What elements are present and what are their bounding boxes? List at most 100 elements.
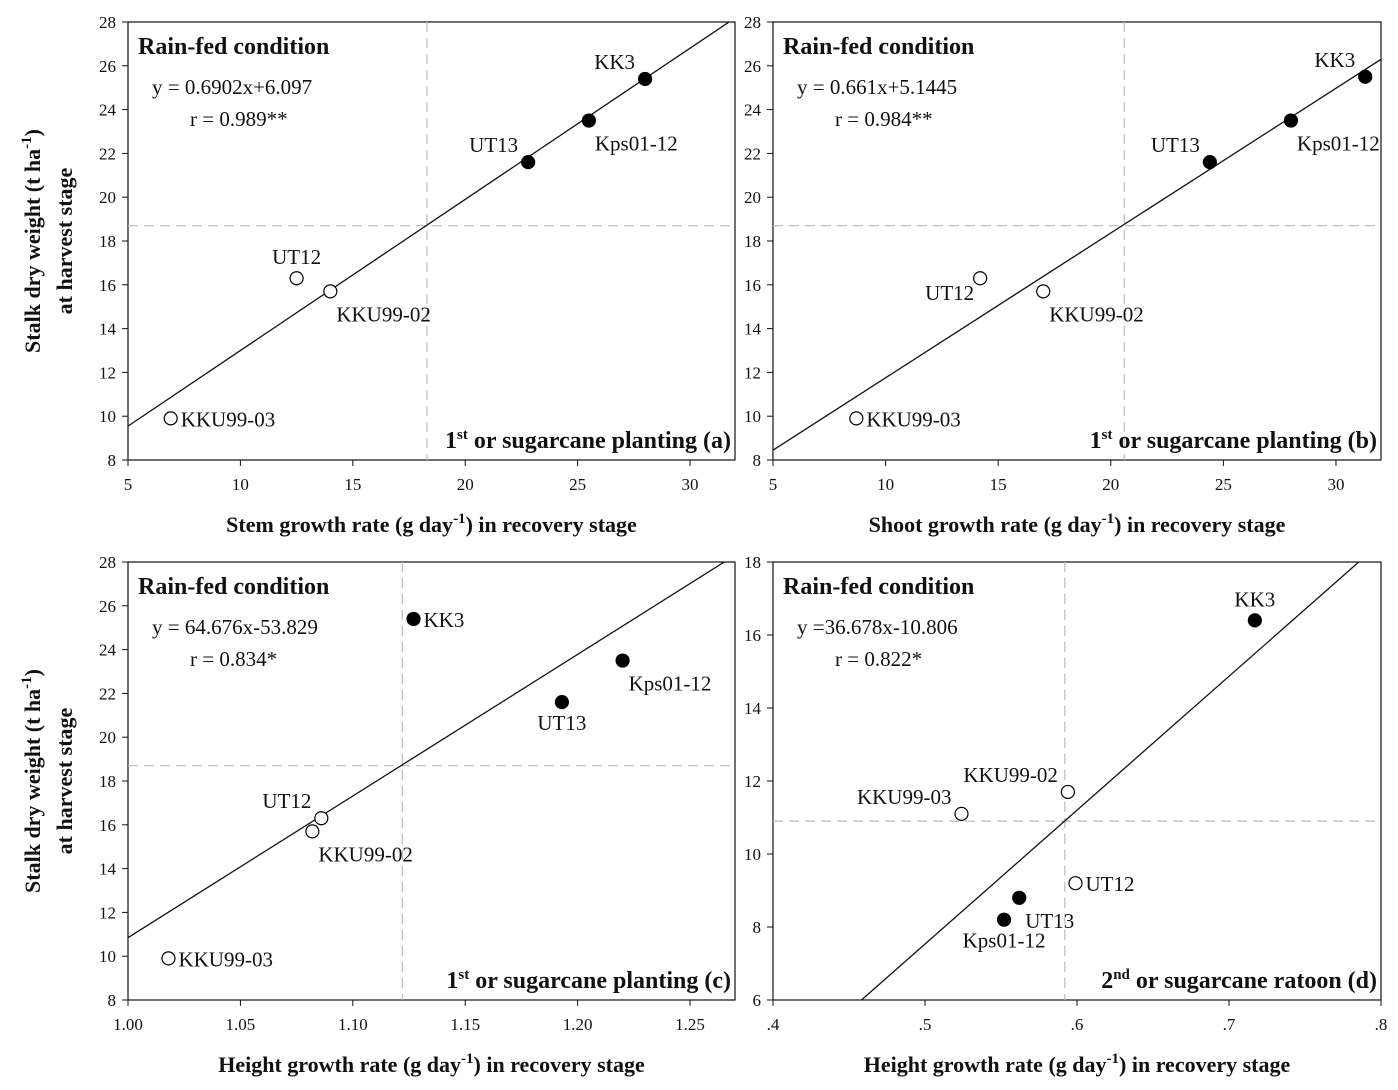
point-label-ut13: UT13 bbox=[1151, 133, 1200, 157]
point-label-kku99-02: KKU99-02 bbox=[318, 842, 413, 866]
y-tick-label: 10 bbox=[99, 947, 116, 966]
point-label-kku99-02: KKU99-02 bbox=[963, 763, 1058, 787]
panel-caption-tail: or sugarcane planting (a) bbox=[468, 428, 731, 454]
y-axis-label-sup: -1 bbox=[19, 676, 35, 689]
data-point-kku99-02 bbox=[1060, 784, 1075, 800]
x-tick-label: 15 bbox=[990, 475, 1007, 494]
data-point-kk3 bbox=[1247, 613, 1262, 628]
y-tick-label: 24 bbox=[744, 101, 762, 120]
y-tick-label: 24 bbox=[99, 101, 117, 120]
data-point-kku99-03 bbox=[954, 806, 969, 821]
panel-d: .4 .5 .6 .7 .8 6 8 10 12 14 16 18 KK3 KKU99-02 KKU99-0… bbox=[744, 553, 1388, 1077]
data-point-kk3 bbox=[637, 71, 653, 87]
point-label-ut13: UT13 bbox=[537, 711, 586, 735]
x-tick-label: 15 bbox=[344, 475, 361, 494]
correlation-value: r = 0.834* bbox=[190, 647, 277, 671]
regression-equation: y = 0.661x+5.1445 bbox=[797, 75, 957, 99]
panel-caption-main: 1 bbox=[445, 428, 457, 454]
data-point-kku99-03 bbox=[849, 411, 864, 426]
x-tick-label: 1.15 bbox=[450, 1015, 480, 1034]
panel-caption: 2nd or sugarcane ratoon (d) bbox=[1101, 967, 1377, 994]
condition-label: Rain-fed condition bbox=[138, 34, 329, 60]
point-label-kk3: KK3 bbox=[594, 50, 635, 74]
point-label-kku99-03: KKU99-03 bbox=[181, 407, 276, 431]
y-axis-label-tail: ) bbox=[20, 129, 45, 136]
data-point-kku99-02 bbox=[323, 284, 338, 299]
point-label-kps01-12: Kps01-12 bbox=[963, 929, 1046, 953]
point-label-kps01-12: Kps01-12 bbox=[1297, 132, 1380, 156]
x-tick-label: 20 bbox=[1102, 475, 1119, 494]
y-tick-label: 10 bbox=[744, 407, 761, 426]
x-axis-label-sup: -1 bbox=[453, 511, 466, 527]
x-tick-label: .6 bbox=[1071, 1015, 1084, 1034]
x-tick-label: 30 bbox=[682, 475, 699, 494]
data-point-ut12 bbox=[973, 271, 988, 286]
panel-caption-tail: or sugarcane ratoon (d) bbox=[1130, 968, 1377, 994]
point-label-kku99-02: KKU99-02 bbox=[336, 302, 431, 326]
y-axis-label: Stalk dry weight (t ha-1) bbox=[19, 129, 45, 353]
y-axis-label-main: Stalk dry weight (t ha bbox=[20, 689, 45, 893]
data-point-kku99-03 bbox=[161, 951, 176, 966]
data-point-ut13 bbox=[554, 695, 569, 710]
data-point-ut12 bbox=[289, 271, 304, 286]
point-label-ut12: UT12 bbox=[272, 245, 321, 269]
x-axis-label: Height growth rate (g day-1) in recovery… bbox=[218, 1051, 645, 1077]
x-axis-label-tail: ) in recovery stage bbox=[466, 512, 637, 537]
x-tick-label: 1.10 bbox=[338, 1015, 368, 1034]
y-tick-label: 22 bbox=[99, 144, 116, 163]
panel-caption-sup: st bbox=[1102, 427, 1113, 443]
x-axis-label-sup: -1 bbox=[1107, 1051, 1120, 1067]
x-tick-label: 1.25 bbox=[675, 1015, 705, 1034]
point-label-kku99-02: KKU99-02 bbox=[1049, 302, 1144, 326]
panel-c: 1.00 1.05 1.10 1.15 1.20 1.25 8 10 12 14 16 18 20 22 2… bbox=[19, 553, 736, 1077]
y-tick-label: 12 bbox=[744, 363, 761, 382]
x-axis-label: Height growth rate (g day-1) in recovery… bbox=[864, 1051, 1291, 1077]
data-point-ut12 bbox=[1068, 876, 1083, 891]
y-axis-label-sup: -1 bbox=[19, 136, 35, 149]
y-tick-label: 8 bbox=[753, 918, 762, 937]
panel-caption-sup: st bbox=[458, 967, 469, 983]
x-tick-label: 10 bbox=[877, 475, 894, 494]
panel-caption-tail: or sugarcane planting (c) bbox=[469, 968, 731, 994]
y-tick-label: 8 bbox=[108, 451, 117, 470]
x-tick-label: 5 bbox=[769, 475, 778, 494]
y-tick-label: 16 bbox=[744, 276, 761, 295]
y-tick-label: 10 bbox=[99, 407, 116, 426]
y-axis-label-line2: at harvest stage bbox=[52, 707, 77, 854]
data-point-kk3 bbox=[1358, 69, 1373, 84]
point-label-ut12: UT12 bbox=[262, 789, 311, 813]
y-tick-label: 28 bbox=[99, 13, 116, 32]
x-axis-label-tail: ) in recovery stage bbox=[474, 1052, 645, 1077]
y-tick-label: 14 bbox=[744, 699, 762, 718]
x-tick-label: .8 bbox=[1375, 1015, 1388, 1034]
y-tick-label: 28 bbox=[99, 553, 116, 572]
y-axis-label-tail: ) bbox=[20, 669, 45, 676]
y-tick-label: 26 bbox=[99, 57, 116, 76]
x-tick-label: 1.20 bbox=[563, 1015, 593, 1034]
panel-caption-main: 1 bbox=[1090, 428, 1102, 454]
y-tick-label: 8 bbox=[753, 451, 762, 470]
correlation-value: r = 0.822* bbox=[835, 647, 922, 671]
y-axis-label-main: Stalk dry weight (t ha bbox=[20, 149, 45, 353]
data-point-ut13 bbox=[1202, 155, 1217, 170]
y-tick-label: 14 bbox=[99, 860, 117, 879]
panel-caption-sup: st bbox=[457, 427, 468, 443]
y-tick-label: 18 bbox=[744, 232, 761, 251]
y-tick-label: 8 bbox=[108, 991, 117, 1010]
point-label-kps01-12: Kps01-12 bbox=[629, 672, 712, 696]
correlation-value: r = 0.984** bbox=[835, 107, 933, 131]
x-tick-label: .7 bbox=[1223, 1015, 1236, 1034]
y-axis-label: Stalk dry weight (t ha-1) bbox=[19, 669, 45, 893]
x-tick-label: 5 bbox=[124, 475, 133, 494]
x-tick-label: 25 bbox=[1215, 475, 1232, 494]
y-tick-label: 22 bbox=[744, 144, 761, 163]
y-tick-label: 6 bbox=[753, 991, 762, 1010]
y-tick-label: 24 bbox=[99, 641, 117, 660]
point-label-kk3: KK3 bbox=[424, 608, 465, 632]
y-tick-label: 26 bbox=[99, 597, 116, 616]
regression-line bbox=[773, 58, 1381, 451]
y-tick-label: 12 bbox=[744, 772, 761, 791]
y-tick-label: 18 bbox=[99, 772, 116, 791]
point-label-kku99-03: KKU99-03 bbox=[178, 947, 273, 971]
